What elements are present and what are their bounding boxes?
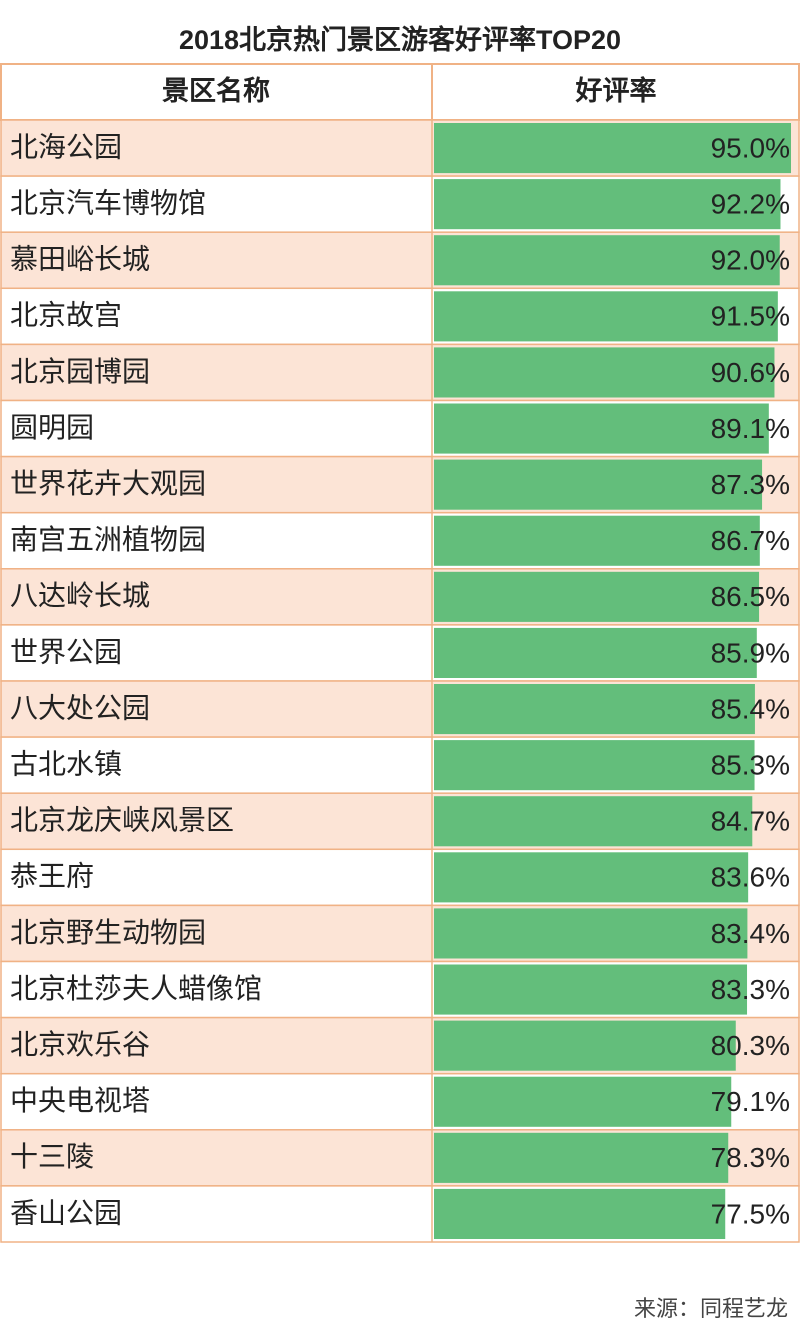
value-label: 86.7% (711, 525, 790, 556)
source-note: 来源：同程艺龙 (634, 1296, 788, 1321)
category-label: 慕田峪长城 (10, 244, 150, 275)
category-label: 古北水镇 (10, 749, 122, 780)
category-label: 北京汽车博物馆 (10, 188, 206, 219)
data-bar (434, 235, 780, 286)
data-bar (434, 515, 760, 566)
chart-title: 2018北京热门景区游客好评率TOP20 (179, 24, 621, 55)
column-header: 好评率 (575, 75, 657, 106)
category-label: 圆明园 (10, 412, 94, 443)
rows: 北海公园 95.0% 北京汽车博物馆 92.2% 慕田峪长城 92.0% 北京故宫 91.5%… (0, 119, 800, 1243)
category-label: 北京杜莎夫人蜡像馆 (10, 973, 262, 1004)
category-label: 八大处公园 (10, 692, 150, 723)
data-bar (434, 571, 760, 622)
data-bar (434, 347, 775, 398)
data-bar (434, 459, 763, 510)
category-label: 中央电视塔 (10, 1085, 150, 1116)
category-label: 北京园博园 (10, 356, 150, 387)
data-bar (434, 179, 781, 230)
value-label: 85.9% (711, 637, 790, 668)
data-bar (434, 1188, 726, 1239)
value-label: 92.0% (711, 245, 790, 276)
category-label: 十三陵 (10, 1141, 94, 1172)
value-label: 86.5% (711, 581, 790, 612)
value-label: 92.2% (711, 189, 790, 220)
value-label: 79.1% (711, 1086, 790, 1117)
data-bar (434, 964, 748, 1015)
data-bar (434, 1132, 729, 1183)
value-label: 77.5% (711, 1198, 790, 1229)
category-label: 北海公园 (10, 131, 122, 162)
value-label: 95.0% (711, 132, 790, 163)
category-label: 世界公园 (10, 636, 122, 667)
data-bar (434, 403, 769, 454)
data-bar (434, 684, 755, 735)
category-label: 北京故宫 (10, 300, 122, 331)
data-bar (434, 1076, 732, 1127)
value-label: 84.7% (711, 806, 790, 837)
data-bar (434, 291, 778, 342)
category-label: 香山公园 (10, 1197, 122, 1228)
category-label: 北京欢乐谷 (10, 1029, 150, 1060)
value-label: 80.3% (711, 1030, 790, 1061)
data-bar (434, 1020, 736, 1071)
value-label: 91.5% (711, 301, 790, 332)
category-label: 北京龙庆峡风景区 (10, 805, 234, 836)
data-bar (434, 852, 749, 903)
category-label: 八达岭长城 (10, 580, 150, 611)
value-label: 83.4% (711, 918, 790, 949)
value-label: 83.3% (711, 974, 790, 1005)
header-row (0, 63, 800, 121)
data-bar (434, 627, 757, 678)
value-label: 85.4% (711, 693, 790, 724)
data-bar (434, 123, 791, 174)
category-label: 世界花卉大观园 (10, 468, 206, 499)
value-label: 87.3% (711, 469, 790, 500)
value-label: 85.3% (711, 750, 790, 781)
data-bar (434, 740, 755, 791)
value-label: 83.6% (711, 862, 790, 893)
data-bar (434, 796, 753, 847)
value-label: 90.6% (711, 357, 790, 388)
category-label: 北京野生动物园 (10, 917, 206, 948)
value-label: 89.1% (711, 413, 790, 444)
value-label: 78.3% (711, 1142, 790, 1173)
data-bar (434, 908, 748, 959)
category-label: 南宫五洲植物园 (10, 524, 206, 555)
column-header: 景区名称 (162, 75, 270, 106)
category-label: 恭王府 (10, 861, 94, 892)
